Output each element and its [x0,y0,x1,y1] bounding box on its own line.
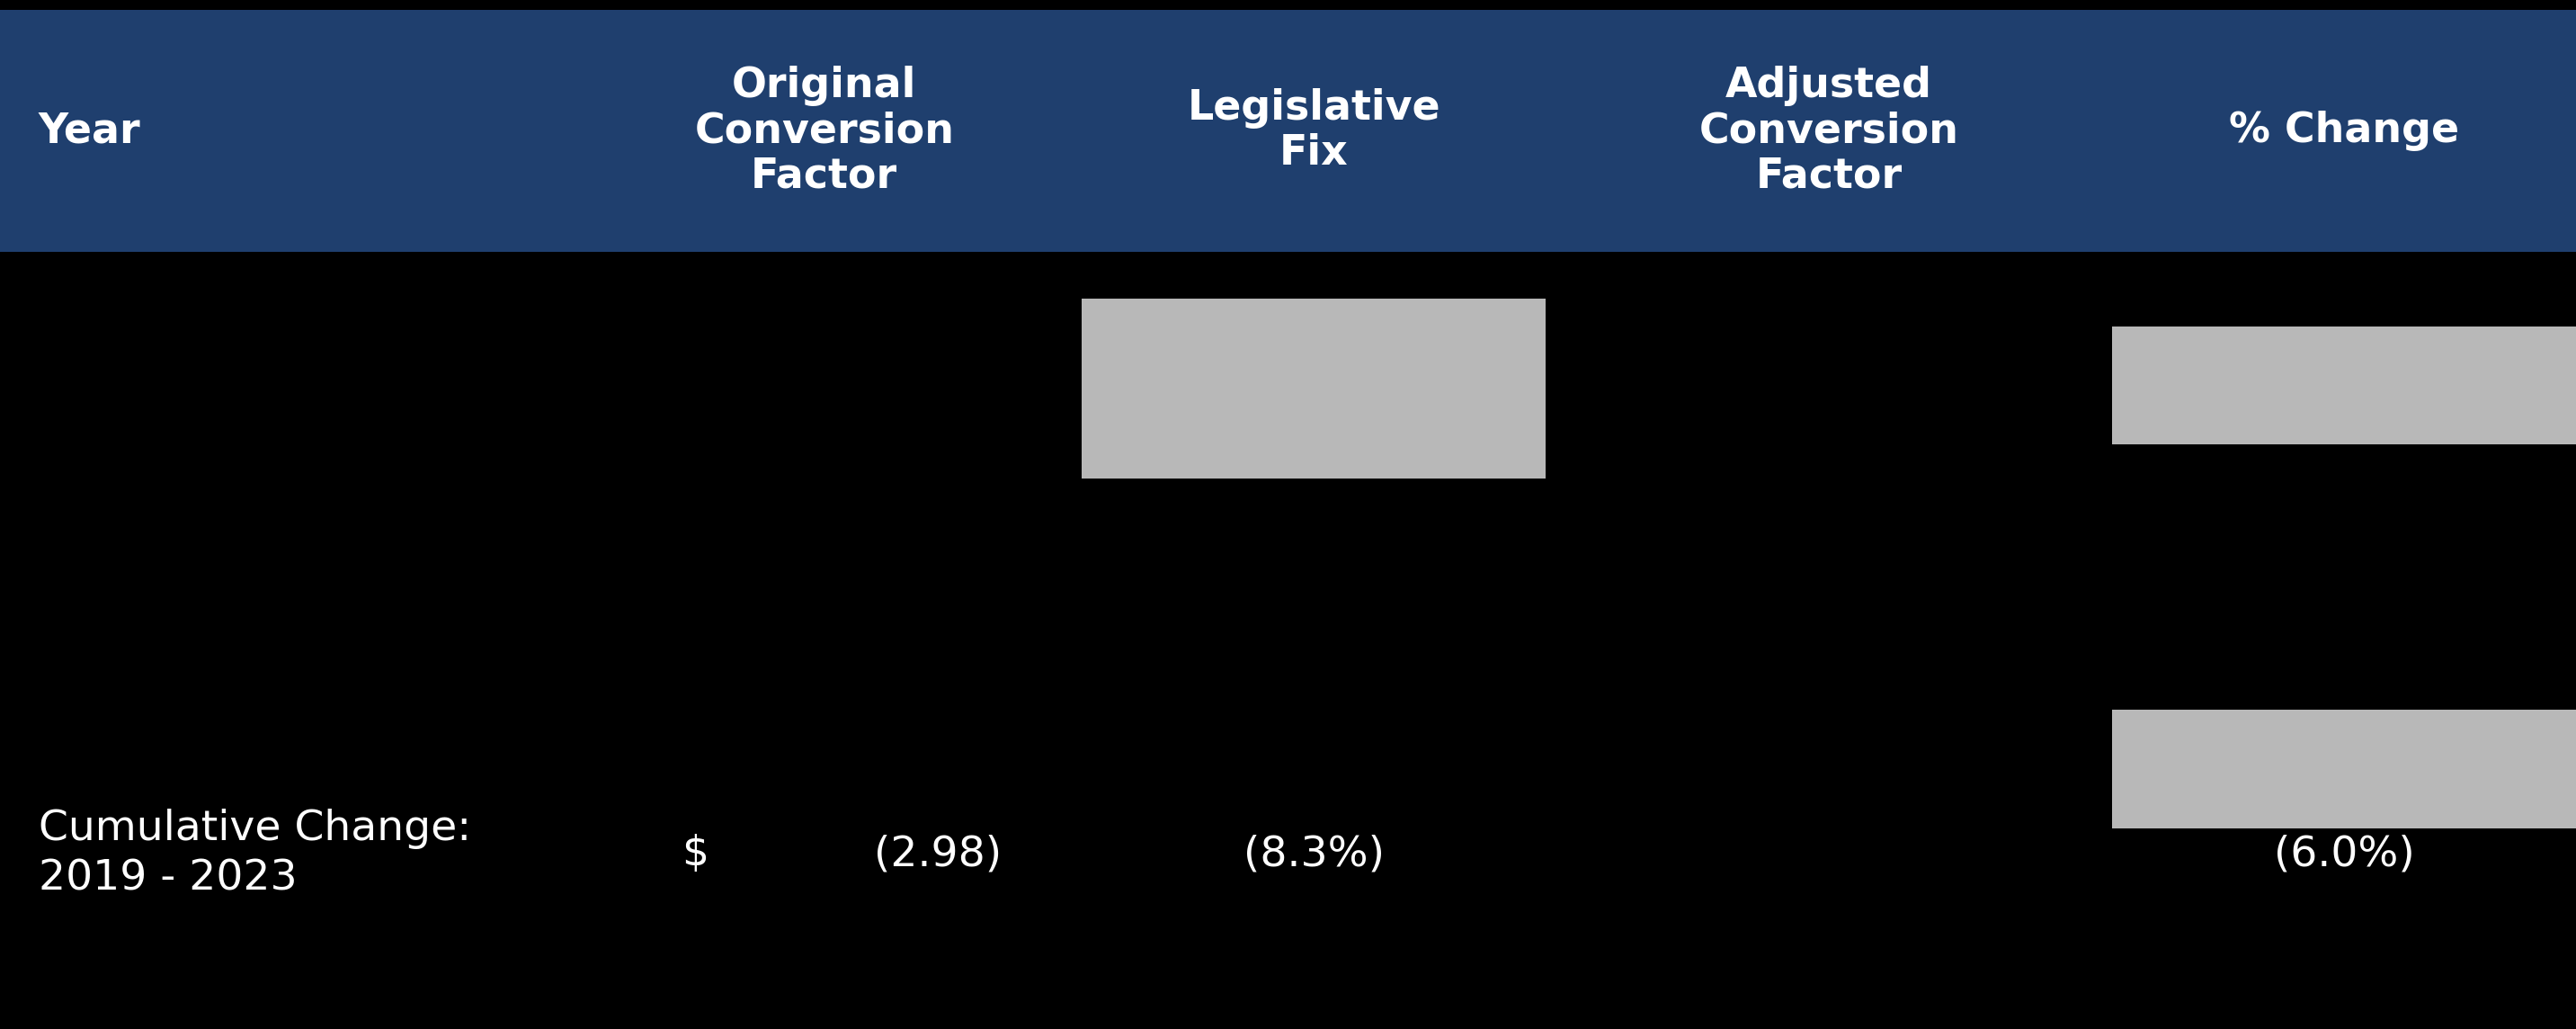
FancyBboxPatch shape [0,10,2576,252]
Text: Original
Conversion
Factor: Original Conversion Factor [696,66,953,197]
Text: Legislative
Fix: Legislative Fix [1188,88,1440,174]
Text: Cumulative Change:
2019 - 2023: Cumulative Change: 2019 - 2023 [39,809,471,899]
Text: Adjusted
Conversion
Factor: Adjusted Conversion Factor [1700,66,1958,197]
FancyBboxPatch shape [1082,298,1546,478]
Text: % Change: % Change [2228,111,2460,151]
FancyBboxPatch shape [2112,710,2576,828]
Text: $: $ [683,833,708,875]
Text: Year: Year [39,111,142,151]
Text: (6.0%): (6.0%) [2275,833,2414,875]
FancyBboxPatch shape [2112,326,2576,445]
Text: (8.3%): (8.3%) [1244,833,1383,875]
Text: (2.98): (2.98) [873,833,1002,875]
